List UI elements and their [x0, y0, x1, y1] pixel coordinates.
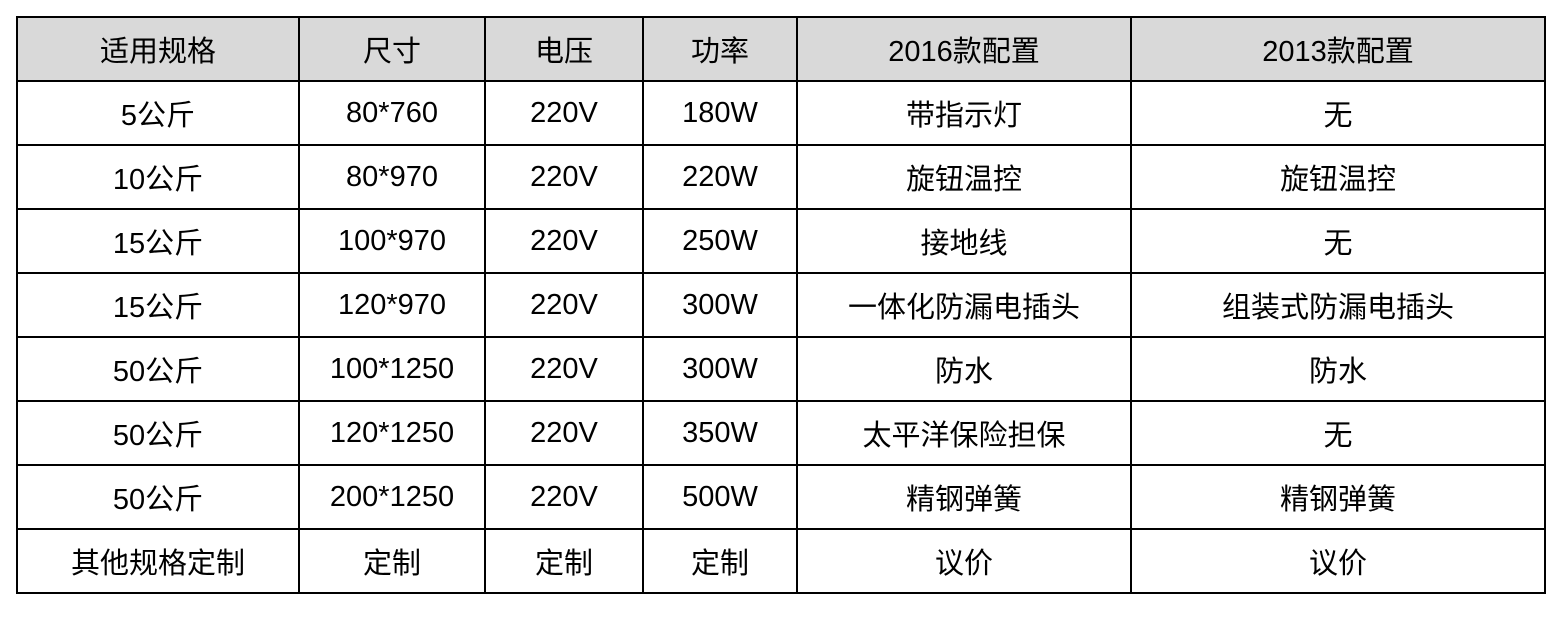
header-cell: 功率	[642, 16, 798, 82]
table-cell: 一体化防漏电插头	[796, 272, 1132, 338]
table-cell: 定制	[484, 528, 644, 594]
header-cell: 2016款配置	[796, 16, 1132, 82]
table-body: 5公斤 80*760 220V 180W 带指示灯无 10公斤 80*970 220V 220W…	[16, 80, 1546, 594]
spec-table: 适用规格 尺寸 电压 功率 2016款配置 2013款配置 5公斤 80*760 220V 18…	[16, 16, 1546, 594]
table-cell: 220V	[484, 80, 644, 146]
table-row: 其他规格定制 定制 定制 定制 议价 议价	[16, 528, 1546, 594]
table-cell: 50公斤	[16, 464, 300, 530]
table-row: 50公斤 100*1250 220V 300W 防水 防水	[16, 336, 1546, 402]
table-cell: 5公斤	[16, 80, 300, 146]
table-cell: 15公斤	[16, 208, 300, 274]
table-cell: 220V	[484, 336, 644, 402]
table-cell: 精钢弹簧	[796, 464, 1132, 530]
table-cell: 180W	[642, 80, 798, 146]
table-cell: 300W	[642, 336, 798, 402]
table-cell: 80*970	[298, 144, 486, 210]
header-cell: 2013款配置	[1130, 16, 1546, 82]
table-cell: 带指示灯	[796, 80, 1132, 146]
table-row: 5公斤 80*760 220V 180W 带指示灯无	[16, 80, 1546, 146]
table-cell: 接地线	[796, 208, 1132, 274]
table-cell: 100*970	[298, 208, 486, 274]
table-cell: 50公斤	[16, 400, 300, 466]
table-row: 15公斤 120*970 220V 300W 一体化防漏电插头 组装式防漏电插头	[16, 272, 1546, 338]
table-cell: 太平洋保险担保	[796, 400, 1132, 466]
table-cell: 组装式防漏电插头	[1130, 272, 1546, 338]
table-cell: 220V	[484, 464, 644, 530]
table-cell: 500W	[642, 464, 798, 530]
table-cell: 120*970	[298, 272, 486, 338]
table-cell: 议价	[796, 528, 1132, 594]
header-cell: 尺寸	[298, 16, 486, 82]
table-cell: 防水	[796, 336, 1132, 402]
table-row: 50公斤 120*1250 220V 350W 太平洋保险担保无	[16, 400, 1546, 466]
table-cell: 220V	[484, 208, 644, 274]
table-cell: 10公斤	[16, 144, 300, 210]
table-cell: 精钢弹簧	[1130, 464, 1546, 530]
table-cell: 220V	[484, 400, 644, 466]
header-cell: 电压	[484, 16, 644, 82]
table-cell: 其他规格定制	[16, 528, 300, 594]
table-cell: 220V	[484, 272, 644, 338]
table-cell: 旋钮温控	[1130, 144, 1546, 210]
table-cell: 80*760	[298, 80, 486, 146]
table-cell: 100*1250	[298, 336, 486, 402]
table-cell: 120*1250	[298, 400, 486, 466]
table-cell: 220V	[484, 144, 644, 210]
table-cell: 无	[1130, 208, 1546, 274]
table-cell: 250W	[642, 208, 798, 274]
table-cell: 200*1250	[298, 464, 486, 530]
table-row: 15公斤 100*970 220V 250W 接地线无	[16, 208, 1546, 274]
table-cell: 防水	[1130, 336, 1546, 402]
table-cell: 350W	[642, 400, 798, 466]
table-cell: 50公斤	[16, 336, 300, 402]
table-cell: 15公斤	[16, 272, 300, 338]
table-cell: 定制	[298, 528, 486, 594]
table-cell: 300W	[642, 272, 798, 338]
table-cell: 无	[1130, 400, 1546, 466]
table-row: 50公斤 200*1250 220V 500W 精钢弹簧 精钢弹簧	[16, 464, 1546, 530]
table-cell: 定制	[642, 528, 798, 594]
table-cell: 无	[1130, 80, 1546, 146]
header-row: 适用规格 尺寸 电压 功率 2016款配置 2013款配置	[16, 16, 1546, 82]
header-cell: 适用规格	[16, 16, 300, 82]
table-cell: 议价	[1130, 528, 1546, 594]
table-cell: 220W	[642, 144, 798, 210]
table-cell: 旋钮温控	[796, 144, 1132, 210]
table-row: 10公斤 80*970 220V 220W 旋钮温控 旋钮温控	[16, 144, 1546, 210]
